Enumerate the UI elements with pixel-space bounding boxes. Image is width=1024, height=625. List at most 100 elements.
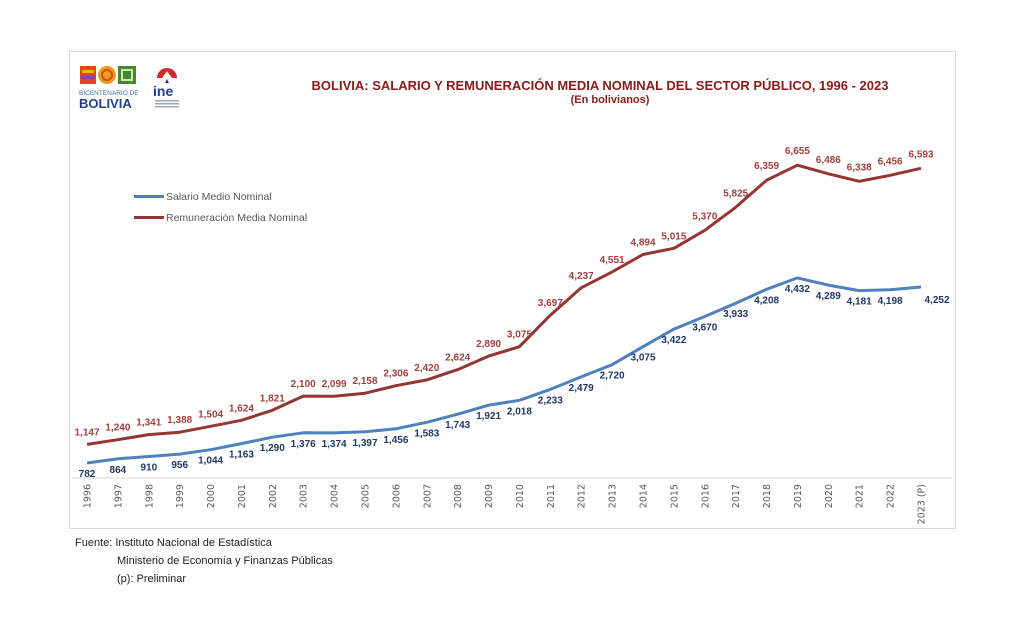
data-label-salario: 2,018 xyxy=(507,406,532,417)
data-label-salario: 4,198 xyxy=(878,296,903,307)
data-label-salario: 1,290 xyxy=(260,443,285,454)
footnote-preliminar: (p): Preliminar xyxy=(117,573,187,585)
chart-subtitle: (En bolivianos) xyxy=(570,94,650,106)
data-label-remuneracion: 2,890 xyxy=(476,339,501,350)
x-tick-label: 2015 xyxy=(669,484,680,508)
x-tick-label: 2004 xyxy=(330,484,341,508)
data-label-salario: 3,075 xyxy=(630,353,655,364)
legend-label-salario: Salario Medio Nominal xyxy=(166,190,272,203)
data-label-remuneracion: 3,697 xyxy=(538,298,563,309)
legend-label-remuneracion: Remuneración Media Nominal xyxy=(166,211,308,224)
x-tick-label: 2014 xyxy=(639,484,650,508)
x-tick-label: 2019 xyxy=(793,484,804,508)
legend-swatch-remuneracion xyxy=(134,216,164,219)
x-tick-label: 2002 xyxy=(268,484,279,508)
data-label-remuneracion: 3,075 xyxy=(507,330,532,341)
data-label-salario: 4,208 xyxy=(754,295,779,306)
legend-item-salario: Salario Medio Nominal xyxy=(134,186,307,207)
series-line-salario xyxy=(86,276,922,465)
data-label-remuneracion: 5,825 xyxy=(723,188,748,199)
data-label-remuneracion: 6,359 xyxy=(754,161,779,172)
x-tick-label: 2020 xyxy=(824,484,835,508)
data-label-remuneracion: 1,821 xyxy=(260,393,285,404)
x-tick-label: 1998 xyxy=(144,484,155,508)
data-label-remuneracion: 4,237 xyxy=(569,271,594,282)
data-label-remuneracion: 5,015 xyxy=(661,231,686,242)
data-label-remuneracion: 2,100 xyxy=(291,379,316,390)
chart-legend: Salario Medio Nominal Remuneración Media… xyxy=(134,186,307,228)
data-label-salario: 2,479 xyxy=(569,383,594,394)
data-label-salario: 4,252 xyxy=(924,295,949,306)
legend-item-remuneracion: Remuneración Media Nominal xyxy=(134,207,307,228)
data-label-remuneracion: 4,894 xyxy=(630,238,655,249)
x-tick-label: 2001 xyxy=(237,484,248,508)
data-label-remuneracion: 1,240 xyxy=(105,423,130,434)
x-tick-label: 2005 xyxy=(361,484,372,508)
x-tick-label: 2012 xyxy=(577,484,588,508)
data-label-salario: 2,720 xyxy=(600,371,625,382)
x-tick-label: 2017 xyxy=(731,484,742,508)
data-label-salario: 910 xyxy=(140,463,157,474)
data-label-remuneracion: 2,099 xyxy=(322,379,347,390)
data-label-remuneracion: 1,388 xyxy=(167,415,192,426)
data-label-remuneracion: 4,551 xyxy=(600,255,625,266)
data-label-remuneracion: 6,486 xyxy=(816,155,841,166)
data-label-remuneracion: 6,456 xyxy=(878,156,903,167)
logo-block-orange xyxy=(98,66,116,84)
ine-logo: ine xyxy=(153,68,179,108)
data-label-remuneracion: 1,504 xyxy=(198,409,223,420)
data-label-remuneracion: 2,624 xyxy=(445,353,470,364)
x-tick-label: 2013 xyxy=(608,484,619,508)
source-line-2: Ministerio de Economía y Finanzas Públic… xyxy=(117,555,333,567)
data-label-remuneracion: 2,420 xyxy=(414,363,439,374)
data-label-remuneracion: 6,338 xyxy=(847,162,872,173)
data-label-salario: 956 xyxy=(171,460,188,471)
x-tick-label: 2021 xyxy=(855,484,866,508)
data-label-salario: 4,432 xyxy=(785,284,810,295)
x-tick-label: 2018 xyxy=(762,484,773,508)
data-label-salario: 1,583 xyxy=(414,428,439,439)
data-label-salario: 1,921 xyxy=(476,411,501,422)
data-label-salario: 1,374 xyxy=(322,439,347,450)
chart-title: BOLIVIA: SALARIO Y REMUNERACIÓN MEDIA NO… xyxy=(311,78,889,93)
x-tick-label: 2006 xyxy=(391,484,402,508)
logo-bic-line2: BOLIVIA xyxy=(79,96,132,111)
x-tick-label: 2016 xyxy=(700,484,711,508)
data-label-salario: 3,422 xyxy=(661,335,686,346)
data-label-salario: 782 xyxy=(79,469,96,480)
data-label-salario: 3,670 xyxy=(692,323,717,334)
x-tick-label: 2010 xyxy=(515,484,526,508)
data-label-salario: 4,289 xyxy=(816,291,841,302)
data-label-salario: 1,376 xyxy=(291,439,316,450)
x-tick-label: 2009 xyxy=(484,484,495,508)
data-label-remuneracion: 2,306 xyxy=(383,369,408,380)
data-label-remuneracion: 2,158 xyxy=(352,376,377,387)
data-label-remuneracion: 1,147 xyxy=(74,427,99,438)
x-tick-label: 2003 xyxy=(299,484,310,508)
x-tick-label: 2000 xyxy=(206,484,217,508)
x-tick-label: 2022 xyxy=(886,484,897,508)
data-label-salario: 4,181 xyxy=(847,297,872,308)
data-label-salario: 3,933 xyxy=(723,309,748,320)
x-tick-label: 2007 xyxy=(422,484,433,508)
data-label-salario: 1,456 xyxy=(383,435,408,446)
source-line-1: Fuente: Instituto Nacional de Estadístic… xyxy=(75,537,272,549)
data-label-remuneracion: 5,370 xyxy=(692,211,717,222)
data-label-salario: 1,397 xyxy=(352,438,377,449)
data-label-salario: 1,044 xyxy=(198,456,223,467)
source-footer: Fuente: Instituto Nacional de Estadístic… xyxy=(75,534,333,588)
legend-swatch-salario xyxy=(134,195,164,198)
ine-logo-text: ine xyxy=(153,83,173,99)
data-label-salario: 2,233 xyxy=(538,395,563,406)
data-label-remuneracion: 1,624 xyxy=(229,403,254,414)
data-label-salario: 1,743 xyxy=(445,420,470,431)
x-tick-label: 1997 xyxy=(113,484,124,508)
logo-bic-line1: BICENTENARIO DE xyxy=(79,90,139,97)
bicentenario-logo: BICENTENARIO DE BOLIVIA xyxy=(79,66,139,111)
x-tick-label: 1996 xyxy=(83,484,94,508)
data-label-remuneracion: 6,655 xyxy=(785,146,810,157)
series-line-remuneracion xyxy=(86,163,922,446)
x-tick-label: 2023 (P) xyxy=(917,484,928,524)
x-tick-label: 1999 xyxy=(175,484,186,508)
